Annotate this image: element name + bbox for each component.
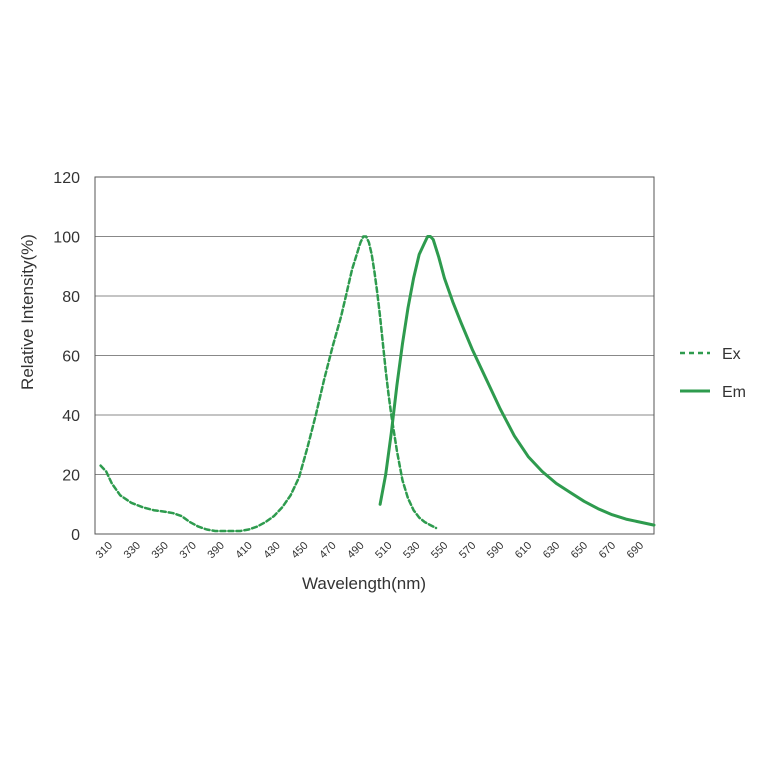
x-tick-label: 570 (457, 540, 478, 561)
x-tick-label: 310 (94, 540, 115, 561)
x-tick-label: 370 (177, 540, 198, 561)
x-tick-label: 550 (429, 540, 450, 561)
y-tick-labels: 0 20 40 60 80 100 120 (53, 170, 80, 544)
y-tick-label: 60 (62, 349, 80, 366)
series-line-ex (99, 235, 438, 533)
x-tick-label: 690 (625, 540, 646, 561)
x-tick-labels: 310 330 350 370 390 410 430 450 470 490 510 530 550 5… (94, 540, 647, 561)
x-tick-label: 470 (317, 540, 338, 561)
x-tick-label: 670 (597, 540, 618, 561)
x-tick-label: 390 (205, 540, 226, 561)
y-tick-label: 0 (71, 527, 80, 544)
x-tick-label: 330 (122, 540, 143, 561)
y-tick-label: 100 (53, 230, 80, 247)
y-tick-label: 120 (53, 170, 80, 187)
x-tick-label: 530 (401, 540, 422, 561)
x-axis-title: Wavelength(nm) (302, 574, 426, 593)
legend-label-em: Em (722, 384, 746, 401)
x-tick-label: 630 (541, 540, 562, 561)
y-tick-label: 20 (62, 468, 80, 485)
x-tick-label: 590 (485, 540, 506, 561)
x-tick-label: 410 (233, 540, 254, 561)
x-tick-label: 490 (345, 540, 366, 561)
plot-frame (94, 176, 655, 535)
x-tick-label: 430 (261, 540, 282, 561)
grid-lines (95, 176, 654, 535)
x-tick-label: 350 (150, 540, 171, 561)
y-tick-label: 40 (62, 408, 80, 425)
x-tick-label: 510 (373, 540, 394, 561)
series-lines (99, 235, 656, 533)
legend-label-ex: Ex (722, 346, 741, 363)
x-tick-label: 650 (569, 540, 590, 561)
y-tick-label: 80 (62, 289, 80, 306)
x-tick-label: 610 (513, 540, 534, 561)
x-tick-label: 450 (289, 540, 310, 561)
series-line-em (378, 235, 656, 527)
y-axis-title: Relative Intensity(%) (18, 234, 37, 390)
legend: Ex Em (680, 346, 746, 401)
